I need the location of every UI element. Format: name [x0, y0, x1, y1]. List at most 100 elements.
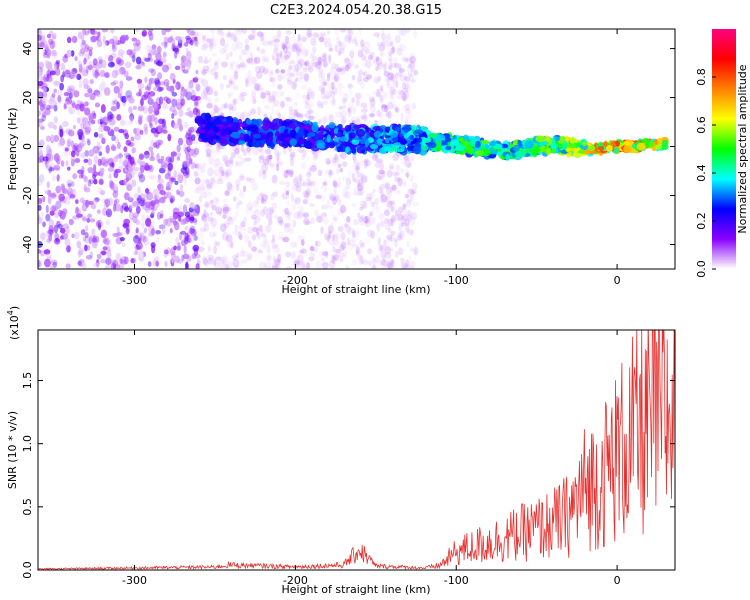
spectrogram-cell: [383, 63, 387, 73]
spectrogram-cell: [194, 75, 199, 82]
spectrogram-cell: [322, 217, 329, 225]
spectrogram-cell: [328, 47, 333, 52]
spectrogram-cell: [124, 192, 130, 201]
spectrogram-cell: [343, 92, 349, 102]
spectrogram-cell: [102, 246, 108, 251]
spectrogram-cell: [255, 70, 263, 80]
spectrogram-cell: [113, 126, 120, 132]
spectrogram-cell: [327, 204, 334, 210]
spectrogram-cell: [272, 100, 277, 108]
spectrogram-cell: [389, 97, 396, 106]
spectrogram-cell: [53, 164, 61, 171]
spectrogram-cell: [390, 91, 394, 100]
spectrogram-cell: [180, 88, 187, 97]
spectrogram-cell: [348, 106, 354, 114]
spectrogram-cell: [156, 211, 162, 220]
spectrogram-cell: [410, 216, 416, 226]
spectrogram-cell: [154, 116, 158, 126]
spectrogram-cell: [361, 203, 365, 209]
spectrogram-cell: [404, 75, 410, 83]
spectrogram-cell: [286, 200, 291, 206]
spectrogram-cell: [213, 163, 219, 169]
spectrogram-cell: [180, 101, 185, 107]
spectrogram-cell: [114, 69, 122, 76]
spectrogram-cell: [62, 55, 69, 63]
spectrogram-cell: [382, 239, 389, 244]
spectrogram-signal-cell: [198, 128, 206, 134]
spectrogram-cell: [362, 113, 369, 123]
x-tick-label: -200: [283, 274, 308, 287]
spectrogram-cell: [387, 218, 394, 227]
spectrogram-cell: [174, 36, 182, 41]
spectrogram-cell: [402, 204, 407, 211]
spectrogram-cell: [338, 105, 344, 110]
spectrogram-cell: [392, 74, 397, 84]
spectrogram-cell: [293, 44, 301, 51]
spectrogram-cell: [69, 71, 77, 79]
spectrogram-cell: [297, 33, 301, 42]
spectrogram-cell: [192, 244, 200, 252]
spectrogram-cell: [377, 175, 384, 180]
spectrogram-signal-cell: [337, 123, 343, 129]
spectrogram-cell: [323, 94, 330, 100]
spectrogram-cell: [93, 262, 100, 268]
spectrogram-cell: [260, 33, 265, 42]
spectrogram-cell: [196, 162, 200, 171]
spectrogram-cell: [186, 232, 190, 241]
spectrogram-cell: [99, 190, 106, 196]
spectrogram-cell: [295, 54, 301, 61]
spectrogram-cell: [397, 89, 404, 96]
spectrogram-cell: [248, 177, 255, 184]
spectrogram-signal-cell: [518, 148, 527, 158]
spectrogram-cell: [66, 140, 71, 149]
spectrogram-cell: [405, 172, 409, 178]
spectrogram-cell: [366, 192, 372, 200]
spectrogram-cell: [245, 78, 249, 88]
spectrogram-cell: [349, 50, 355, 59]
spectrogram-cell: [384, 75, 389, 83]
spectrogram-cell: [405, 224, 410, 233]
spectrogram-cell: [236, 161, 243, 167]
spectrogram-cell: [56, 220, 61, 228]
spectrogram-cell: [94, 67, 100, 76]
spectrogram-cell: [377, 245, 382, 252]
spectrogram-signal-cell: [562, 140, 568, 150]
spectrogram-cell: [207, 191, 213, 197]
spectrogram-cell: [163, 218, 169, 226]
spectrogram-cell: [211, 37, 216, 47]
spectrogram-cell: [407, 188, 415, 196]
spectrogram-cell: [394, 239, 398, 248]
spectrogram-cell: [403, 218, 411, 226]
spectrogram-cell: [303, 61, 308, 66]
spectrogram-cell: [135, 220, 141, 225]
spectrogram-cell: [80, 229, 86, 236]
spectrogram-cell: [213, 105, 220, 114]
spectrogram-cell: [321, 116, 328, 124]
spectrogram-cell: [206, 147, 212, 156]
spectrogram-cell: [340, 232, 346, 240]
spectrogram-cell: [285, 97, 293, 103]
spectrogram-cell: [112, 156, 119, 163]
spectrogram-cell: [284, 35, 290, 45]
spectrogram-cell: [360, 159, 364, 166]
spectrogram-cell: [203, 260, 210, 267]
spectrogram-cell: [202, 65, 210, 72]
spectrogram-cell: [318, 85, 326, 93]
spectrogram-cell: [89, 251, 94, 259]
spectrogram-cell: [153, 108, 160, 116]
spectrogram-cell: [323, 81, 328, 87]
spectrogram-cell: [48, 104, 54, 110]
spectrogram-cell: [152, 259, 157, 267]
spectrogram-cell: [410, 212, 418, 220]
spectrogram-cell: [183, 244, 187, 254]
spectrogram-cell: [194, 187, 200, 194]
spectrogram-cell: [127, 182, 132, 187]
spectrogram-cell: [134, 119, 138, 125]
spectrogram-cell: [104, 54, 110, 60]
spectrogram-cell: [293, 176, 300, 184]
spectrogram-signal-cell: [413, 145, 422, 155]
spectrogram-cell: [333, 182, 341, 189]
spectrogram-cell: [167, 162, 174, 171]
spectrogram-cell: [223, 171, 231, 181]
spectrogram-cell: [375, 155, 379, 163]
